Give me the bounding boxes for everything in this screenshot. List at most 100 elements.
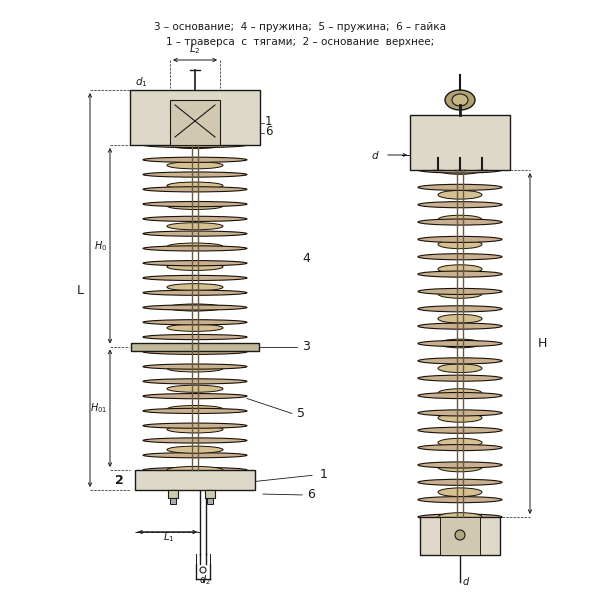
Ellipse shape — [438, 290, 482, 298]
Ellipse shape — [418, 514, 502, 520]
Ellipse shape — [438, 215, 482, 224]
Ellipse shape — [143, 423, 247, 428]
Ellipse shape — [418, 184, 502, 190]
Ellipse shape — [143, 334, 247, 340]
Ellipse shape — [143, 438, 247, 443]
Bar — [131, 343, 259, 350]
Ellipse shape — [167, 223, 223, 230]
Ellipse shape — [167, 162, 223, 169]
Ellipse shape — [438, 190, 482, 199]
Ellipse shape — [418, 462, 502, 468]
Text: 2: 2 — [115, 473, 124, 487]
Ellipse shape — [438, 240, 482, 248]
Ellipse shape — [167, 243, 223, 250]
Ellipse shape — [438, 364, 482, 373]
Ellipse shape — [167, 324, 223, 331]
Text: $d$: $d$ — [462, 575, 470, 587]
Ellipse shape — [418, 167, 502, 173]
Bar — [440, 517, 480, 555]
Bar — [205, 490, 215, 498]
Ellipse shape — [143, 290, 247, 295]
Ellipse shape — [438, 339, 482, 348]
Ellipse shape — [418, 202, 502, 208]
Ellipse shape — [167, 365, 223, 372]
Circle shape — [455, 530, 465, 540]
Text: $H_0$: $H_0$ — [94, 239, 107, 253]
Text: 5: 5 — [297, 407, 305, 420]
Ellipse shape — [418, 445, 502, 451]
Text: 1: 1 — [320, 469, 328, 481]
Text: 3: 3 — [302, 340, 310, 353]
Ellipse shape — [167, 446, 223, 453]
Ellipse shape — [143, 305, 247, 310]
Ellipse shape — [418, 410, 502, 416]
Text: 6: 6 — [265, 125, 272, 138]
Ellipse shape — [143, 157, 247, 163]
Ellipse shape — [167, 202, 223, 209]
Ellipse shape — [143, 246, 247, 251]
Ellipse shape — [438, 265, 482, 274]
Ellipse shape — [143, 394, 247, 399]
Ellipse shape — [167, 406, 223, 413]
Bar — [410, 115, 510, 170]
Ellipse shape — [438, 389, 482, 397]
Ellipse shape — [445, 90, 475, 110]
Text: 4: 4 — [302, 252, 310, 265]
Text: $H_{01}$: $H_{01}$ — [91, 401, 107, 415]
Text: $d$: $d$ — [371, 149, 380, 161]
Ellipse shape — [418, 358, 502, 364]
Text: $d_2$: $d_2$ — [199, 573, 211, 587]
Ellipse shape — [438, 488, 482, 497]
Ellipse shape — [418, 289, 502, 295]
Ellipse shape — [167, 284, 223, 291]
Ellipse shape — [143, 320, 247, 325]
Ellipse shape — [418, 219, 502, 225]
Bar — [170, 498, 176, 504]
Bar — [135, 470, 255, 490]
Ellipse shape — [418, 497, 502, 503]
Ellipse shape — [143, 275, 247, 281]
Ellipse shape — [143, 467, 247, 473]
Ellipse shape — [418, 306, 502, 312]
Ellipse shape — [167, 426, 223, 433]
Ellipse shape — [143, 216, 247, 221]
Text: $L_2$: $L_2$ — [189, 42, 201, 56]
Text: 3 – основание;  4 – пружина;  5 – пружина;  6 – гайка: 3 – основание; 4 – пружина; 5 – пружина;… — [154, 22, 446, 32]
Ellipse shape — [418, 392, 502, 398]
Text: 1 – траверса  с  тягами;  2 – основание  верхнее;: 1 – траверса с тягами; 2 – основание вер… — [166, 37, 434, 47]
Ellipse shape — [167, 344, 223, 352]
Ellipse shape — [143, 364, 247, 369]
Ellipse shape — [418, 479, 502, 485]
Bar — [168, 490, 178, 498]
Ellipse shape — [418, 375, 502, 381]
Ellipse shape — [143, 231, 247, 236]
Ellipse shape — [438, 463, 482, 472]
Ellipse shape — [418, 236, 502, 242]
Ellipse shape — [143, 379, 247, 384]
Ellipse shape — [167, 182, 223, 189]
Ellipse shape — [167, 263, 223, 271]
Ellipse shape — [143, 187, 247, 192]
Ellipse shape — [167, 142, 223, 149]
Ellipse shape — [438, 314, 482, 323]
Bar — [130, 90, 260, 145]
Ellipse shape — [167, 466, 223, 473]
Bar — [170, 100, 220, 145]
Ellipse shape — [418, 323, 502, 329]
Text: H: H — [538, 337, 547, 350]
Ellipse shape — [418, 340, 502, 347]
Ellipse shape — [418, 271, 502, 277]
Ellipse shape — [452, 94, 468, 106]
Ellipse shape — [167, 304, 223, 311]
Ellipse shape — [143, 202, 247, 206]
Ellipse shape — [143, 142, 247, 148]
Text: $d_1$: $d_1$ — [135, 75, 148, 89]
Ellipse shape — [143, 349, 247, 355]
Ellipse shape — [418, 254, 502, 260]
Circle shape — [200, 567, 206, 573]
Text: 1: 1 — [265, 115, 272, 128]
Text: 6: 6 — [307, 488, 315, 502]
Ellipse shape — [438, 413, 482, 422]
Ellipse shape — [438, 166, 482, 175]
Ellipse shape — [167, 385, 223, 392]
